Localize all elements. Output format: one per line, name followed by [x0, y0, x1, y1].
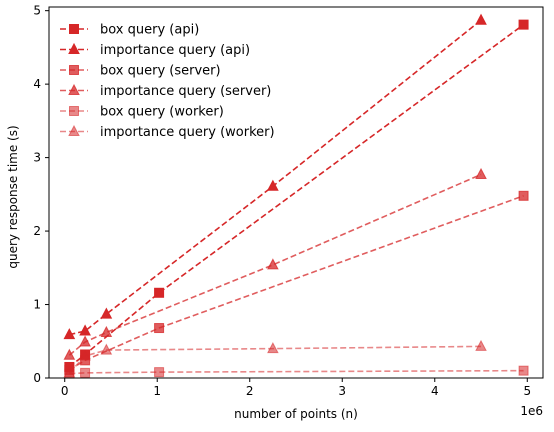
data-point [79, 349, 91, 361]
data-point [79, 324, 91, 336]
series-line [69, 369, 524, 375]
x-tick-label: 3 [338, 384, 346, 398]
legend-marker [68, 83, 80, 95]
legend-label: importance query (worker) [100, 125, 275, 140]
data-point [267, 342, 279, 354]
legend-marker [68, 42, 80, 54]
data-point [154, 323, 165, 334]
x-tick-label: 0 [61, 384, 69, 398]
y-tick-label: 2 [33, 224, 41, 238]
data-point [518, 19, 529, 30]
series-2 [63, 13, 487, 340]
plot-area [49, 7, 543, 378]
legend: box query (api) importance query (api) box… [60, 23, 275, 140]
legend-label: box query (server) [100, 64, 221, 79]
y-tick-label: 5 [33, 4, 41, 18]
y-axis-label: query response time (s) [6, 125, 20, 268]
data-point [80, 367, 91, 378]
plot-background [49, 7, 543, 378]
legend-label: importance query (server) [100, 84, 271, 99]
legend-marker [69, 24, 79, 34]
data-point [100, 343, 113, 355]
data-point [475, 13, 487, 25]
axes-layer: 0 1 2 3 4 5 0 1 2 3 4 5 [33, 4, 544, 398]
legend-entry: box query (api) [60, 23, 199, 38]
x-tick-label: 1 [153, 384, 161, 398]
y-tick-label: 1 [33, 298, 41, 312]
legend-marker [69, 65, 79, 75]
legend-entry: importance query (api) [60, 42, 250, 58]
data-point [100, 325, 113, 337]
series-4 [63, 167, 487, 360]
legend-label: importance query (api) [100, 43, 250, 58]
x-axis-label: number of points (n) [234, 407, 358, 421]
y-tick-label: 3 [33, 151, 41, 165]
legend-entry: importance query (worker) [60, 124, 275, 140]
x-tick-label: 5 [523, 384, 531, 398]
data-point [63, 348, 76, 360]
series-line [69, 19, 482, 336]
data-point [475, 167, 487, 180]
legend-entry: box query (worker) [60, 105, 224, 120]
x-axis-offset-label: 1e6 [520, 404, 543, 418]
data-point [267, 258, 279, 270]
data-point [518, 190, 529, 201]
y-tick-label: 0 [33, 371, 41, 385]
data-point [154, 367, 165, 378]
axes-frame [48, 6, 544, 379]
series-6 [63, 339, 487, 378]
series-layer [63, 13, 529, 379]
data-point [475, 339, 487, 351]
x-tick-label: 4 [431, 384, 439, 398]
data-point [154, 287, 165, 298]
x-tick-label: 2 [246, 384, 254, 398]
data-point [267, 179, 279, 191]
legend-label: box query (worker) [100, 105, 224, 120]
data-point [63, 366, 76, 378]
series-line [68, 23, 525, 368]
data-point [100, 307, 113, 319]
data-point [63, 328, 76, 340]
legend-marker [68, 124, 80, 136]
data-point [79, 335, 91, 347]
legend-entry: importance query (server) [60, 83, 271, 99]
legend-label: box query (api) [100, 23, 199, 38]
legend-marker [69, 106, 79, 116]
legend-entry: box query (server) [60, 64, 221, 79]
data-point [518, 365, 529, 376]
y-tick-label: 4 [33, 77, 41, 91]
